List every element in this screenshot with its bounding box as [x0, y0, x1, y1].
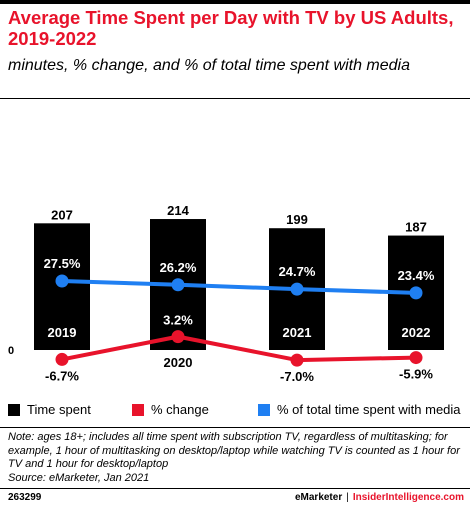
- category-label-2020: 2020: [164, 355, 193, 370]
- percent-change-point-2020: [171, 330, 185, 344]
- percent-change-line: [61, 334, 417, 363]
- legend-divider: [0, 427, 470, 428]
- legend-swatch-time-spent: [8, 403, 20, 416]
- category-label-2022: 2022: [402, 325, 431, 340]
- share-of-media-line: [61, 279, 417, 295]
- chart-subtitle: minutes, % change, and % of total time s…: [8, 57, 410, 74]
- percent-change-point-2021: [290, 353, 304, 367]
- share-of-media-label-2020: 26.2%: [160, 260, 197, 275]
- percent-change-point-2022: [409, 351, 423, 365]
- legend-swatch-percent-change: [132, 403, 144, 416]
- brand-name: eMarketer: [294, 492, 343, 503]
- legend-label-time-spent: Time spent: [27, 402, 91, 417]
- legend-item-share-of-media: % of total time spent with media: [258, 402, 461, 417]
- bar-value-label-2021: 199: [286, 212, 308, 227]
- percent-change-point-2019: [55, 352, 69, 366]
- brand-separator: |: [346, 492, 349, 503]
- percent-change-label-2022: -5.9%: [399, 367, 433, 382]
- legend-label-percent-change: % change: [151, 402, 209, 417]
- title-divider: [0, 98, 470, 99]
- share-of-media-point-2021: [290, 282, 304, 296]
- category-label-2019: 2019: [48, 325, 77, 340]
- legend-label-share-of-media: % of total time spent with media: [277, 402, 461, 417]
- percent-change-label-2021: -7.0%: [280, 369, 314, 384]
- chart-area: 0 207 214 199 187 2019 2020 2021 2022 27.5% 26.2%…: [8, 203, 444, 384]
- chart-title: Average Time Spent per Day with TV by US…: [8, 7, 454, 49]
- brand-site: InsiderIntelligence.com: [352, 492, 464, 503]
- category-label-2021: 2021: [283, 325, 312, 340]
- legend-swatch-share-of-media: [258, 403, 270, 416]
- top-rule: [0, 0, 470, 4]
- share-of-media-label-2021: 24.7%: [279, 264, 316, 279]
- labels-layer: 207 214 199 187 2019 2020 2021 2022 27.5% 26.2% 24…: [44, 203, 435, 384]
- footer-divider: [0, 488, 470, 489]
- share-of-media-label-2019: 27.5%: [44, 256, 81, 271]
- share-of-media-point-2020: [171, 278, 185, 292]
- legend: Time spent % change % of total time spen…: [8, 399, 468, 421]
- percent-change-label-2020: 3.2%: [163, 313, 193, 328]
- legend-item-time-spent: Time spent: [8, 402, 91, 417]
- chart-id: 263299: [8, 492, 42, 503]
- brand-footer: eMarketer | InsiderIntelligence.com: [295, 492, 464, 503]
- bar-value-label-2019: 207: [51, 207, 73, 222]
- bar-value-label-2020: 214: [167, 203, 189, 218]
- y-axis-zero-label: 0: [8, 345, 14, 357]
- percent-change-label-2019: -6.7%: [45, 368, 79, 383]
- share-of-media-point-2019: [55, 274, 69, 288]
- lines-layer: [55, 274, 423, 367]
- share-of-media-point-2022: [409, 286, 423, 300]
- legend-item-percent-change: % change: [132, 402, 209, 417]
- share-of-media-label-2022: 23.4%: [398, 268, 435, 283]
- bars-layer: [34, 219, 444, 350]
- note-text: Note: ages 18+; includes all time spent …: [8, 431, 460, 470]
- bar-value-label-2022: 187: [405, 220, 427, 235]
- source-text: Source: eMarketer, Jan 2021: [8, 471, 150, 484]
- footnote: Note: ages 18+; includes all time spent …: [8, 431, 466, 485]
